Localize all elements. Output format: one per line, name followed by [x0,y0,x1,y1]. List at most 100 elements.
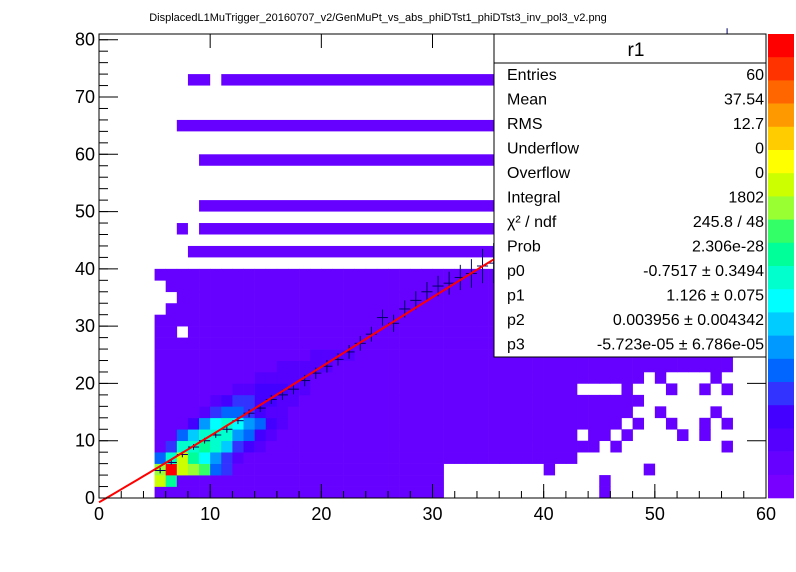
heatmap-cell [232,291,244,304]
heatmap-cell [476,394,489,407]
heatmap-cell [354,394,367,407]
heatmap-cell [299,406,311,419]
heatmap-cell [554,394,567,407]
heatmap-cell [332,429,344,442]
heatmap-cells [154,268,733,499]
heatmap-cell [343,406,355,419]
heatmap-cell [299,463,311,476]
heatmap-cell [365,383,378,396]
y-tick-label: 30 [75,316,95,336]
heatmap-cell [176,371,189,384]
heatmap-cell [610,406,622,419]
stats-label: RMS [507,116,543,133]
heatmap-cell [154,337,166,350]
heatmap-cell [510,360,522,373]
heatmap-cell [499,429,511,442]
heatmap-cell [321,417,333,430]
stats-value: -5.723e-05 ± 6.786e-05 [597,337,764,354]
heatmap-cell [332,452,344,464]
heatmap-cell [588,360,600,373]
x-tick-label: 10 [200,504,220,524]
heatmap-cell [721,360,733,373]
heatmap-cell [599,486,611,499]
heatmap-cell [232,349,244,361]
heatmap-cell [332,440,344,453]
heatmap-cell [276,371,289,384]
palette-swatch [768,428,794,452]
heatmap-cell [343,360,355,373]
heatmap-cell [210,268,222,281]
heatmap-cell [210,303,222,315]
palette-swatch [768,219,794,244]
heatmap-cell [410,406,422,419]
heatmap-cell [421,360,433,373]
heatmap-cell [488,406,500,419]
heatmap-cell [343,463,355,476]
heatmap-cell [276,314,289,327]
stats-label: Integral [507,190,560,207]
heatmap-cell [332,291,344,304]
palette-swatch [768,451,794,476]
heatmap-cell [221,440,233,453]
heatmap-cell [254,486,267,499]
heatmap-cell [354,452,367,464]
heatmap-cell [476,291,489,304]
heatmap-cell [165,463,178,476]
heatmap-cell [210,383,222,396]
heatmap-cell [165,440,178,453]
heatmap-cell [454,360,467,373]
heatmap-cell [154,360,166,373]
heatmap-cell [688,360,700,373]
heatmap-cell [210,475,222,487]
heatmap-cell [621,394,633,407]
x-tick-label: 30 [422,504,442,524]
heatmap-cell [443,337,456,350]
heatmap-cell [199,291,211,304]
heatmap-cell [521,452,533,464]
heatmap-cell [187,326,200,338]
y-tick-label: 10 [75,431,95,451]
stats-label: Underflow [507,141,579,158]
heatmap-cell [321,383,333,396]
stats-value: 37.54 [724,92,764,109]
y-tick-label: 80 [75,30,95,50]
heatmap-cell [199,394,211,407]
heatmap-cell [176,463,189,476]
heatmap-cell [210,406,222,419]
x-tick-label: 0 [94,504,104,524]
heatmap-cell [488,429,500,442]
heatmap-cell [588,417,600,430]
heatmap-cell [621,383,633,396]
heatmap-cell [243,383,255,396]
heatmap-cell [276,291,289,304]
heatmap-cell [254,291,267,304]
heatmap-cell [476,383,489,396]
heatmap-cell [465,303,478,315]
heatmap-cell [432,349,444,361]
heatmap-cell [265,417,278,430]
heatmap-cell [232,406,244,419]
heatmap-cell [165,280,178,293]
heatmap-cell [399,314,411,327]
heatmap-cell [232,268,244,281]
stats-box[interactable]: r1 Entries 60 Mean 37.54 RMS 12.7 Underflow 0 Ov… [493,33,767,358]
heatmap-cell [210,360,222,373]
heatmap-cell [399,326,411,338]
heatmap-cell [343,394,355,407]
heatmap-cell [199,337,211,350]
heatmap-cell [321,440,333,453]
heatmap-cell [176,337,189,350]
heatmap-band [199,154,622,166]
heatmap-cell [265,486,278,499]
heatmap-cell [154,452,166,464]
heatmap-cell [187,383,200,396]
heatmap-cell [432,314,444,327]
heatmap-cell [465,406,478,419]
palette-swatch [768,196,794,220]
heatmap-cell [577,406,589,419]
heatmap-cell [254,337,267,350]
heatmap-cell [432,291,444,304]
heatmap-cell [476,314,489,327]
heatmap-cell [710,406,722,419]
heatmap-cell [354,268,367,281]
